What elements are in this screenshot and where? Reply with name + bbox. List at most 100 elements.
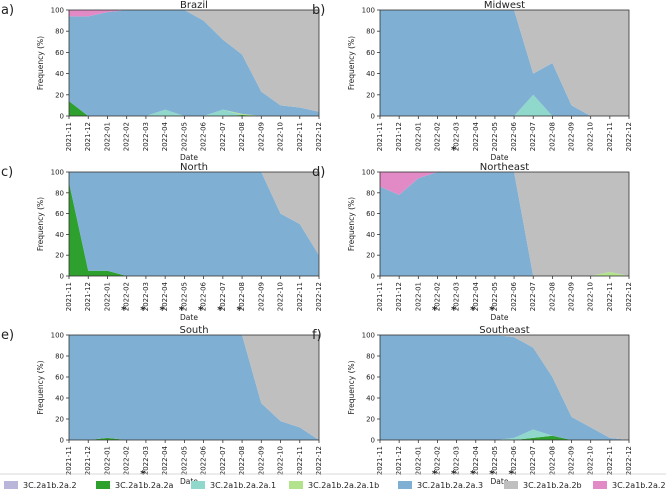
x-tick-label: 2022-12 [625, 282, 633, 311]
area-3C-2a1b-2a-2c [69, 10, 319, 17]
significance-star: * [470, 305, 476, 316]
y-axis-label: Frequency (%) [36, 360, 45, 414]
x-tick-label: 2022-11 [296, 446, 304, 475]
area-3C-2a1b-2a-2b [69, 172, 319, 256]
significance-star: * [432, 469, 438, 480]
legend: 3C.2a1b.2a.2 3C.2a1b.2a.2a 3C.2a1b.2a.2a.1… [0, 473, 666, 490]
x-tick-label: 2022-11 [606, 282, 614, 311]
y-tick-label: 100 [362, 7, 375, 15]
area-3C-2a1b-2a-2a-3 [69, 172, 319, 276]
x-tick-label: 2022-04 [472, 281, 480, 311]
x-tick-label: 2022-05 [491, 122, 499, 151]
plot-frame [379, 9, 630, 117]
x-tick-label: 2021-11 [65, 122, 73, 151]
y-tick-label: 40 [366, 395, 375, 403]
significance-star: * [179, 305, 185, 316]
x-tick-label: 2022-09 [257, 446, 265, 475]
significance-star: * [140, 305, 146, 316]
significance-star: * [432, 305, 438, 316]
x-tick-label: 2022-05 [180, 446, 188, 475]
legend-entry: 3C.2a1b.2a.2a [115, 481, 174, 490]
significance-star: * [140, 469, 146, 480]
x-tick-label: 2022-09 [568, 122, 576, 151]
significance-star: * [236, 305, 242, 316]
x-tick-label: 2022-11 [296, 282, 304, 311]
significance-star: * [160, 305, 166, 316]
x-tick-label: 2022-08 [238, 282, 246, 311]
x-axis-label: Date [180, 153, 198, 162]
panel-title: Brazil [180, 0, 208, 11]
x-axis-label: Date [491, 313, 509, 322]
x-tick-label: 2022-08 [238, 446, 246, 475]
x-tick-label: 2022-04 [472, 445, 480, 475]
x-axis-label: Date [491, 477, 509, 486]
significance-star: * [489, 469, 495, 480]
x-tick-label: 2022-04 [161, 121, 169, 151]
panel-title: Northeast [480, 162, 529, 173]
x-tick-label: 2021-11 [65, 282, 73, 311]
legend-entry: 3C.2a1b.2a.2a.1b [308, 481, 379, 490]
y-tick-label: 40 [366, 231, 375, 239]
x-tick-label: 2021-12 [84, 122, 92, 151]
panel-1: 0 20 40 60 80 100 2021-11 2021-12 2022-01 2022-02… [1, 0, 323, 162]
panel-label: d) [312, 165, 325, 180]
x-tick-label: 2022-06 [200, 121, 208, 151]
y-tick-label: 80 [366, 28, 375, 36]
x-tick-label: 2022-06 [200, 445, 208, 475]
panel-title: North [180, 162, 208, 173]
panel-title: Southeast [479, 325, 530, 336]
x-tick-label: 2022-12 [625, 446, 633, 475]
panel-label: c) [1, 165, 13, 180]
x-tick-label: 2022-10 [277, 122, 285, 151]
y-tick-label: 100 [51, 332, 64, 340]
y-tick-label: 20 [366, 416, 375, 424]
x-tick-label: 2022-11 [606, 446, 614, 475]
x-tick-label: 2021-11 [376, 122, 384, 151]
y-tick-label: 0 [371, 273, 375, 281]
significance-star: * [451, 469, 457, 480]
area-3C-2a1b-2a-2a [380, 435, 629, 440]
panel-4: 0 20 40 60 80 100 2021-11 2021-12 2022-01 2022-02… [312, 162, 633, 322]
x-tick-label: 2022-01 [414, 446, 422, 475]
area-3C-2a1b-2a-2b [380, 335, 629, 440]
legend-swatch [289, 481, 303, 489]
x-tick-label: 2022-07 [219, 282, 227, 311]
significance-star: * [121, 305, 127, 316]
x-tick-label: 2022-02 [123, 122, 131, 151]
x-tick-label: 2022-07 [529, 282, 537, 311]
significance-star: * [508, 469, 514, 480]
y-axis-label: Frequency (%) [347, 197, 356, 251]
area-3C-2a1b-2a-2a-3 [380, 10, 629, 116]
x-tick-label: 2022-06 [510, 121, 518, 151]
x-tick-label: 2021-12 [395, 282, 403, 311]
x-axis-label: Date [491, 153, 509, 162]
significance-star: * [451, 305, 457, 316]
x-tick-label: 2022-10 [587, 122, 595, 151]
x-tick-label: 2022-02 [433, 446, 441, 475]
area-3C-2a1b-2a-2b [69, 335, 319, 440]
x-tick-label: 2021-11 [376, 282, 384, 311]
y-tick-label: 40 [55, 395, 64, 403]
y-tick-label: 20 [55, 252, 64, 260]
y-axis-label: Frequency (%) [347, 36, 356, 90]
y-tick-label: 0 [371, 113, 375, 121]
y-tick-label: 60 [366, 374, 375, 382]
y-axis-label: Frequency (%) [347, 360, 356, 414]
x-tick-label: 2022-03 [142, 122, 150, 151]
x-tick-label: 2022-10 [587, 446, 595, 475]
panel-title: South [179, 325, 208, 336]
plot-frame [68, 9, 320, 117]
x-tick-label: 2022-07 [529, 446, 537, 475]
area-3C-2a1b-2a-2a-3 [380, 335, 629, 440]
x-tick-label: 2022-02 [433, 282, 441, 311]
legend-entry: 3C.2a1b.2a.2a.3 [417, 481, 483, 490]
area-3C-2a1b-2a-2a-3 [69, 335, 319, 440]
x-tick-label: 2022-01 [414, 122, 422, 151]
x-tick-label: 2022-08 [548, 282, 556, 311]
y-tick-label: 40 [366, 70, 375, 78]
x-tick-label: 2022-05 [491, 282, 499, 311]
y-tick-label: 80 [366, 189, 375, 197]
x-tick-label: 2022-03 [453, 446, 461, 475]
legend-swatch [504, 481, 518, 489]
